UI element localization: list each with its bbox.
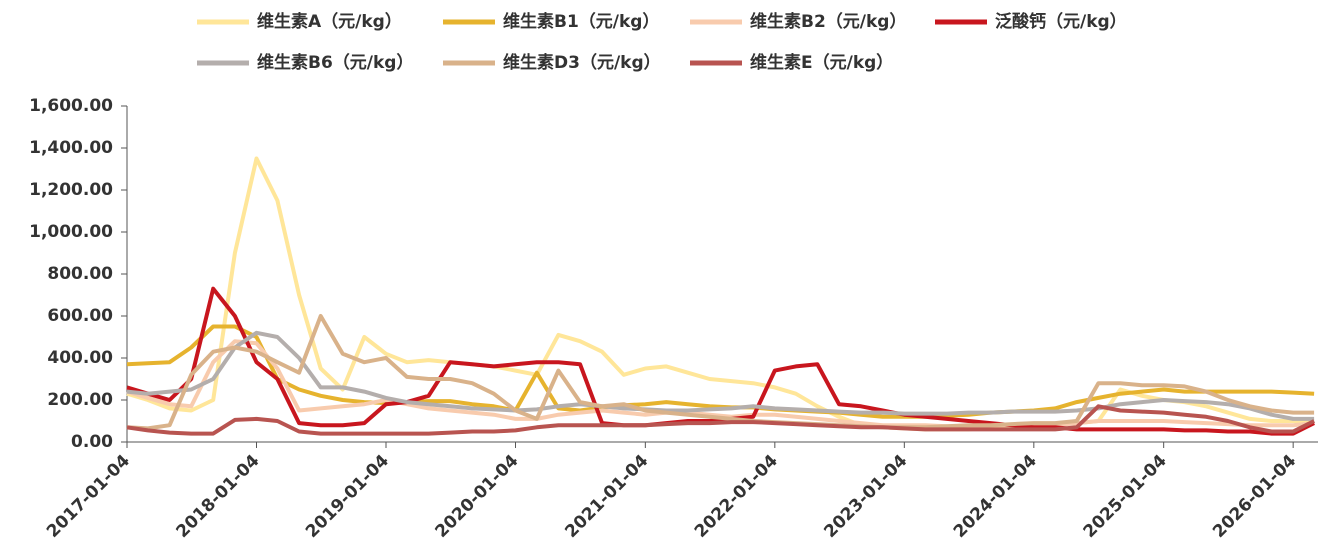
series-line	[126, 330, 1315, 421]
legend-label: 维生素E（元/kg）	[750, 52, 893, 73]
series-line	[126, 156, 1315, 432]
y-tick-label: 1,200.00	[29, 180, 113, 200]
y-tick-label: 400.00	[47, 348, 113, 368]
y-tick-label: 1,000.00	[29, 222, 113, 242]
y-tick-label: 0.00	[71, 432, 113, 452]
series-line	[126, 404, 1315, 436]
y-tick-label: 800.00	[47, 264, 113, 284]
series-line	[126, 324, 1315, 419]
legend-label: 维生素B1（元/kg）	[503, 11, 659, 32]
x-tick-label: 2023-01-04	[820, 451, 911, 542]
x-tick-label: 2024-01-04	[950, 451, 1041, 542]
x-tick-label: 2017-01-04	[43, 451, 134, 542]
series-line	[126, 339, 1315, 429]
x-tick-label: 2019-01-04	[302, 451, 393, 542]
legend-label: 维生素D3（元/kg）	[503, 52, 661, 73]
legend-label: 维生素B6（元/kg）	[257, 52, 413, 73]
y-tick-label: 1,400.00	[29, 138, 113, 158]
series-line	[126, 286, 1315, 436]
legend-label: 泛酸钙（元/kg）	[995, 11, 1127, 32]
legend-label: 维生素A（元/kg）	[257, 11, 402, 32]
x-tick-label: 2020-01-04	[432, 451, 523, 542]
series-line	[126, 314, 1315, 431]
x-tick-label: 2021-01-04	[561, 451, 652, 542]
x-tick-label: 2026-01-04	[1209, 451, 1300, 542]
legend-label: 维生素B2（元/kg）	[750, 11, 906, 32]
y-tick-label: 200.00	[47, 390, 113, 410]
y-tick-label: 600.00	[47, 306, 113, 326]
x-tick-label: 2025-01-04	[1080, 451, 1171, 542]
y-tick-label: 1,600.00	[29, 96, 113, 116]
x-tick-label: 2022-01-04	[691, 451, 782, 542]
x-tick-label: 2018-01-04	[173, 451, 264, 542]
